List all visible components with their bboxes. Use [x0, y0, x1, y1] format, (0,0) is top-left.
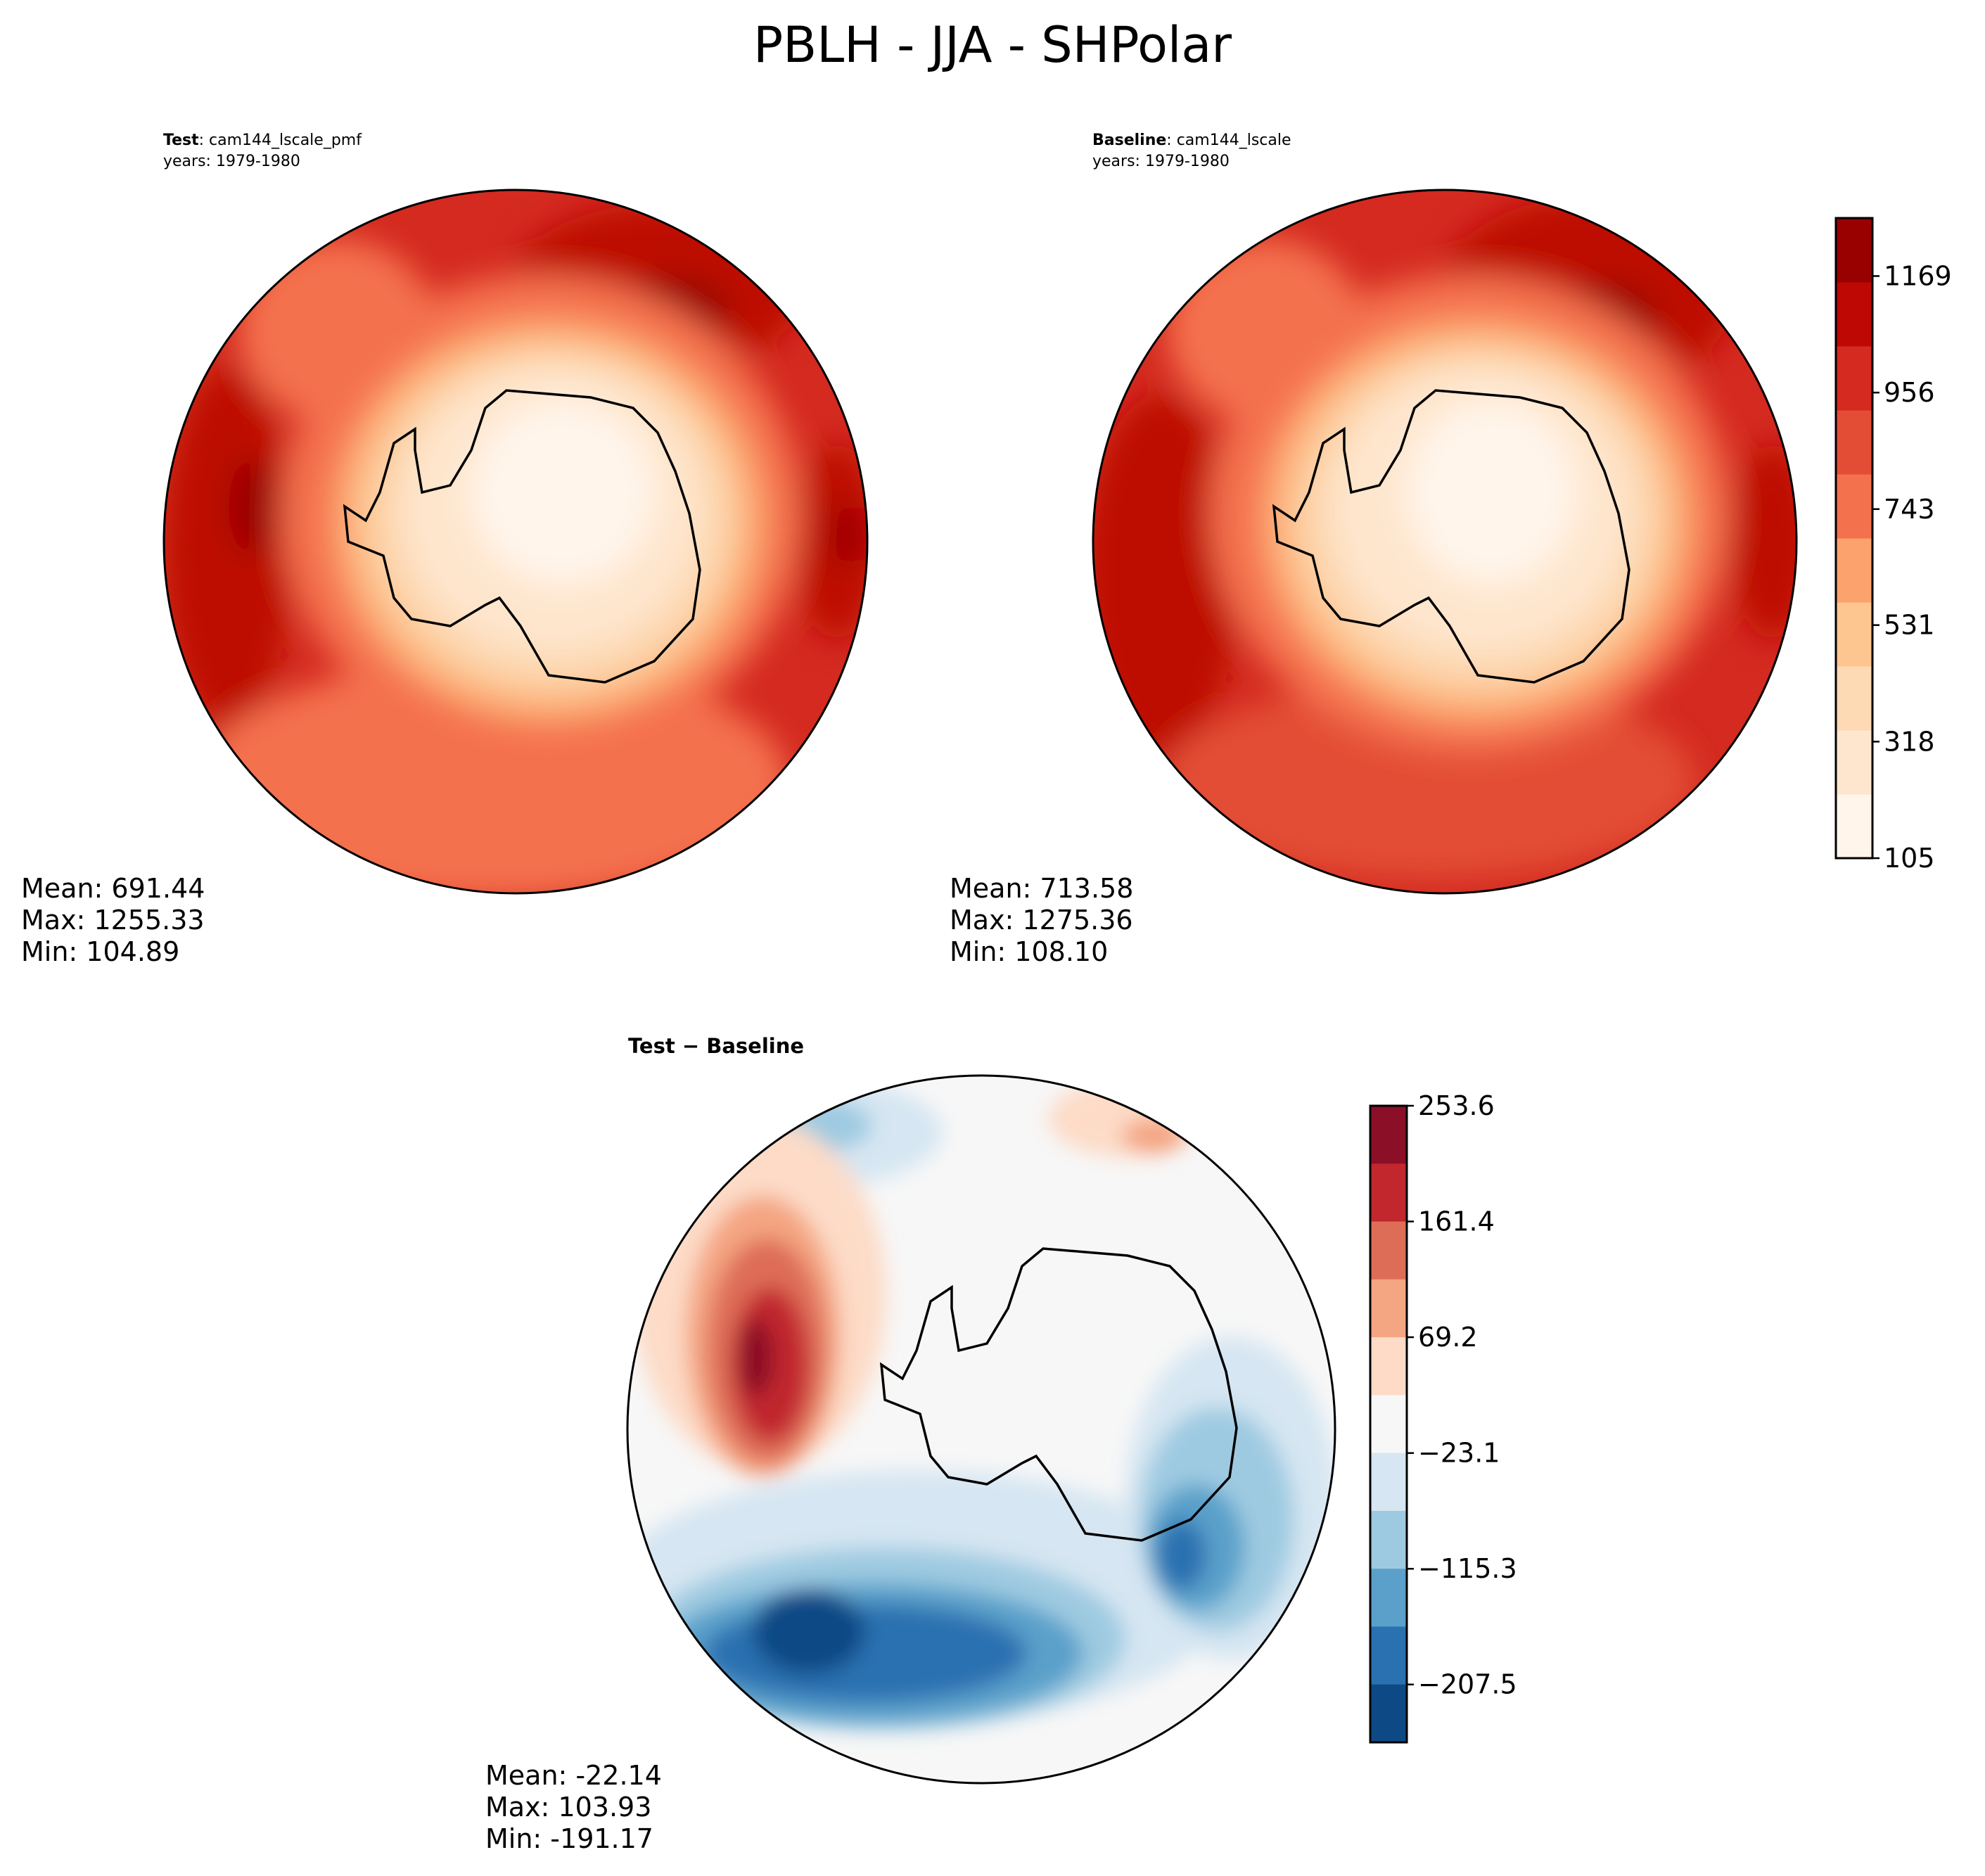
diff-colorbar-segment [1370, 1279, 1407, 1338]
baseline-panel-label-bold: Baseline [1092, 132, 1166, 149]
diff-colorbar-segment [1370, 1453, 1407, 1512]
diff-colorbar-segment [1370, 1337, 1407, 1396]
main-colorbar-tick-label: 743 [1884, 494, 1935, 525]
diff-colorbar-frame [1369, 1104, 1408, 1744]
diff-colorbar-segment [1370, 1510, 1407, 1569]
main-colorbar: 105 318 531 743 956 1169 [1834, 217, 1952, 874]
main-colorbar-tick-label: 318 [1884, 726, 1935, 757]
difference-stat-max: Max: 103.93 [485, 1792, 651, 1823]
test-panel-label: Test: cam144_lscale_pmf [163, 132, 362, 149]
main-colorbar-segment [1836, 474, 1872, 539]
baseline-panel-label: Baseline: cam144_lscale [1092, 132, 1291, 149]
main-colorbar-segment [1836, 282, 1872, 347]
test-stat-min: Min: 104.89 [21, 936, 179, 967]
diff-colorbar-tick-label: 253.6 [1418, 1090, 1495, 1121]
diff-colorbar-tick-label: −115.3 [1418, 1553, 1517, 1584]
main-colorbar-segment [1836, 346, 1872, 411]
baseline-stat-max: Max: 1275.36 [950, 905, 1133, 936]
difference-map-boundary [626, 1074, 1336, 1785]
difference-panel-label: Test − Baseline [628, 1034, 804, 1058]
diff-colorbar-tick-label: 161.4 [1418, 1206, 1495, 1237]
difference-stat-mean: Mean: -22.14 [485, 1760, 662, 1791]
main-colorbar-segment [1836, 410, 1872, 475]
test-map-field [164, 190, 867, 893]
diff-colorbar-segment [1370, 1106, 1407, 1164]
test-panel-years: years: 1979-1980 [163, 153, 300, 170]
diff-colorbar-segment [1370, 1626, 1407, 1685]
baseline-coastline [1272, 389, 1630, 684]
baseline-map-boundary [1092, 189, 1798, 895]
main-colorbar-tick-label: 956 [1884, 377, 1935, 408]
figure-title: PBLH - JJA - SHPolar [753, 16, 1232, 74]
baseline-stat-mean: Mean: 713.58 [950, 873, 1133, 904]
test-map-boundary [162, 189, 869, 895]
baseline-stat-min: Min: 108.10 [950, 936, 1108, 967]
baseline-map-field [1093, 190, 1796, 893]
diff-colorbar-segment [1370, 1221, 1407, 1280]
baseline-panel-label-text: : cam144_lscale [1166, 132, 1291, 149]
main-colorbar-tick-label: 1169 [1884, 260, 1952, 291]
test-panel-label-text: : cam144_lscale_pmf [199, 132, 363, 149]
main-colorbar-segment [1836, 730, 1872, 795]
diff-colorbar: 253.6 161.4 69.2 −23.1 −115.3 −207.5 [1369, 1090, 1517, 1744]
main-colorbar-segment [1836, 666, 1872, 731]
baseline-panel-years: years: 1979-1980 [1092, 153, 1230, 170]
baseline-panel: Baseline: cam144_lscale years: 1979-1980 [950, 132, 1798, 967]
test-panel: Test: cam144_lscale_pmf years: 1979-1980 [21, 132, 869, 967]
test-stat-mean: Mean: 691.44 [21, 873, 205, 904]
main-colorbar-tick-label: 531 [1884, 610, 1935, 641]
test-coastline [343, 389, 701, 684]
diff-colorbar-segment [1370, 1684, 1407, 1743]
diff-colorbar-segment [1370, 1163, 1407, 1223]
difference-panel: Test − Baseline [485, 1034, 1336, 1854]
diff-colorbar-segment [1370, 1395, 1407, 1454]
difference-map-field [627, 1076, 1335, 1783]
diff-colorbar-segment [1370, 1569, 1407, 1627]
main-colorbar-frame [1834, 217, 1874, 860]
main-colorbar-segment [1836, 218, 1872, 283]
diff-colorbar-tick-label: 69.2 [1418, 1322, 1478, 1353]
test-stat-max: Max: 1255.33 [21, 905, 205, 936]
diff-colorbar-tick-label: −207.5 [1418, 1669, 1517, 1700]
main-colorbar-segment [1836, 602, 1872, 667]
main-colorbar-segment [1836, 794, 1872, 859]
diff-colorbar-tick-label: −23.1 [1418, 1438, 1500, 1469]
main-colorbar-tick-label: 105 [1884, 843, 1935, 874]
difference-stat-min: Min: -191.17 [485, 1823, 653, 1854]
main-colorbar-segment [1836, 538, 1872, 603]
test-panel-label-bold: Test [163, 132, 199, 149]
difference-coastline [879, 1247, 1238, 1542]
